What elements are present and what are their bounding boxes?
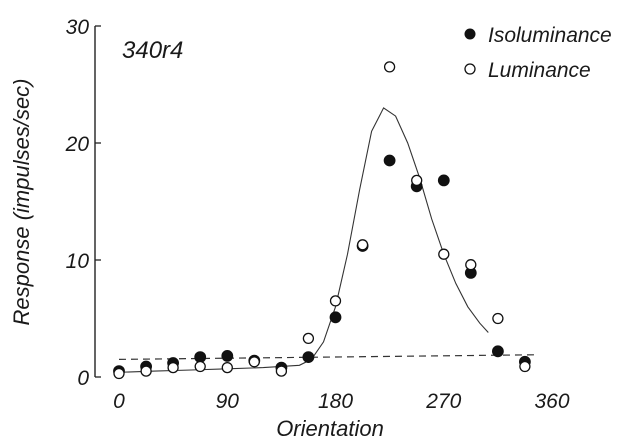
legend-label-isoluminance: Isoluminance bbox=[488, 24, 612, 47]
luminance-point bbox=[383, 61, 396, 73]
luminance-point bbox=[411, 174, 423, 187]
luminance-point bbox=[438, 248, 450, 260]
isoluminance-point bbox=[302, 351, 315, 364]
fit-lines bbox=[118, 107, 535, 373]
x-tick-label: 270 bbox=[425, 390, 461, 413]
luminance-point bbox=[492, 312, 504, 325]
isoluminance-point bbox=[491, 345, 504, 358]
y-axis-title: Response (impulses/sec) bbox=[9, 79, 34, 326]
legend-marker-luminance bbox=[464, 63, 476, 75]
isoluminance-point bbox=[329, 311, 342, 324]
luminance-point bbox=[302, 332, 315, 345]
luminance-point bbox=[194, 360, 206, 373]
y-tick-label: 20 bbox=[65, 133, 90, 156]
x-tick-label: 0 bbox=[113, 390, 125, 413]
isoluminance-point bbox=[221, 349, 234, 362]
axes: 0 10 20 30 0 90 180 270 360 bbox=[65, 16, 570, 413]
tuning-fit-curve bbox=[118, 107, 489, 373]
legend: Isoluminance Luminance bbox=[464, 24, 612, 82]
y-tick-label: 30 bbox=[66, 16, 90, 39]
x-tick-label: 180 bbox=[318, 390, 353, 413]
legend-label-luminance: Luminance bbox=[488, 59, 591, 82]
luminance-point bbox=[329, 295, 342, 307]
luminance-point bbox=[465, 259, 477, 271]
isoluminance-point bbox=[383, 154, 396, 167]
luminance-point bbox=[519, 360, 531, 373]
luminance-point bbox=[140, 365, 152, 377]
isoluminance-point bbox=[437, 174, 450, 187]
y-tick-label: 10 bbox=[66, 250, 90, 273]
x-axis-title: Orientation bbox=[276, 416, 384, 441]
y-tick-label: 0 bbox=[77, 367, 89, 390]
luminance-point bbox=[356, 239, 369, 251]
luminance-point bbox=[221, 361, 233, 374]
luminance-point bbox=[113, 367, 125, 380]
luminance-point bbox=[167, 361, 179, 374]
chart-title: 340r4 bbox=[122, 37, 183, 64]
x-tick-label: 90 bbox=[216, 390, 240, 413]
data-markers bbox=[113, 61, 531, 380]
luminance-point bbox=[275, 365, 288, 377]
baseline-fit-line bbox=[118, 354, 535, 360]
luminance-point bbox=[248, 356, 260, 368]
legend-marker-isoluminance bbox=[464, 28, 476, 40]
x-tick-label: 360 bbox=[534, 390, 569, 413]
